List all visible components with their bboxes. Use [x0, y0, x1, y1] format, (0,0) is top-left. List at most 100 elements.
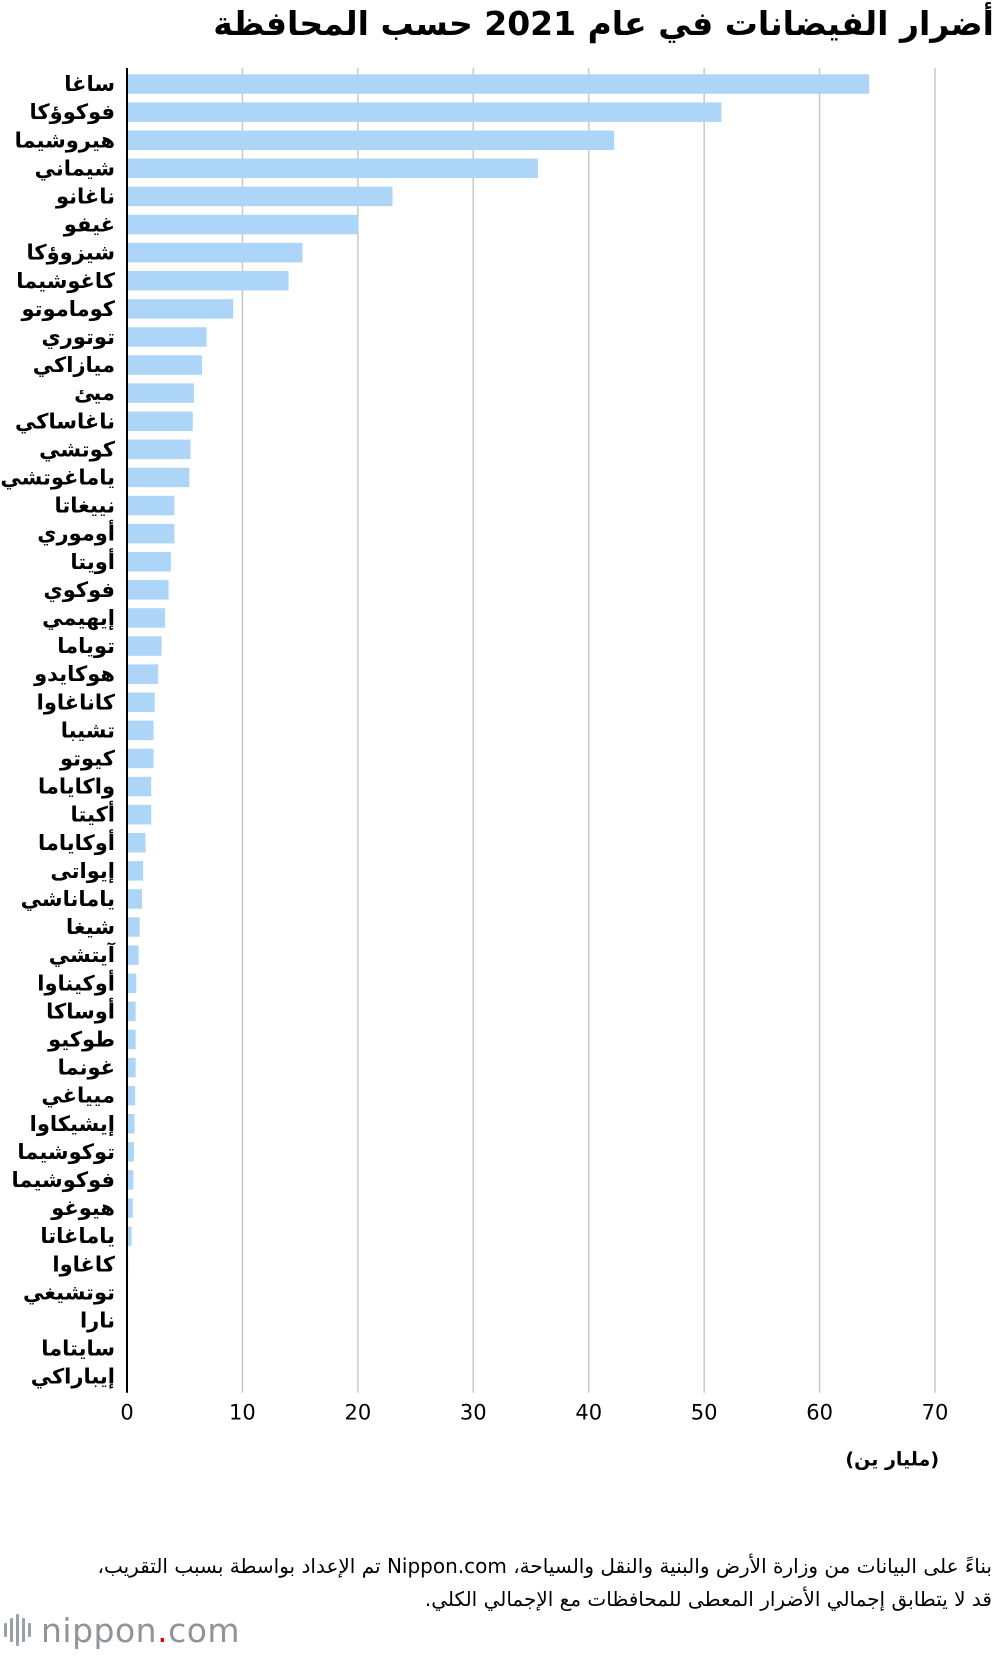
- x-tick-label: 30: [460, 1401, 487, 1425]
- bar: [127, 299, 234, 319]
- category-label: فوكوؤكا: [30, 100, 115, 124]
- category-label: شيغا: [66, 915, 115, 939]
- category-label: توتوري: [42, 325, 115, 350]
- brand-name: nippon.com: [41, 1611, 240, 1650]
- category-label: سايتاما: [41, 1337, 115, 1361]
- bar: [127, 102, 722, 122]
- bar: [127, 580, 169, 600]
- x-tick-label: 70: [922, 1401, 949, 1425]
- bar: [127, 383, 194, 403]
- bar: [127, 130, 615, 150]
- category-label: إيباراكي: [31, 1365, 115, 1389]
- category-label: أوموري: [37, 519, 115, 547]
- bar: [127, 1057, 136, 1078]
- category-label: ساغا: [64, 72, 115, 96]
- category-label: طوكيو: [47, 1027, 115, 1051]
- bar: [127, 748, 154, 769]
- bar: [127, 1001, 136, 1022]
- category-label: أوكيناوا: [37, 968, 115, 995]
- category-labels: ساغا فوكوؤكا هيروشيما شيماني ناغانو غيفو شيزوؤ…: [0, 72, 115, 1389]
- bar: [127, 523, 175, 544]
- category-label: هوكايدو: [33, 662, 115, 686]
- x-tick-label: 10: [229, 1401, 256, 1425]
- bar: [127, 1142, 134, 1162]
- brand-name-tld: com: [168, 1610, 241, 1650]
- category-label: إيواتى: [50, 859, 115, 883]
- category-label: غيفو: [63, 213, 115, 237]
- bar: [127, 1170, 134, 1190]
- x-tick-label: 50: [691, 1401, 718, 1425]
- bar: [127, 214, 358, 235]
- category-label: غونما: [58, 1056, 115, 1080]
- category-label: واكاياما: [38, 775, 115, 799]
- category-label: ناغانو: [55, 184, 115, 208]
- category-label: آيتشي: [49, 942, 116, 967]
- category-label: توكوشيما: [17, 1140, 115, 1164]
- chart-title: أضرار الفيضانات في عام 2021 حسب المحافظة: [213, 4, 994, 43]
- category-label: شيزوؤكا: [27, 241, 116, 265]
- bar: [127, 804, 152, 825]
- x-tick-label: 40: [575, 1401, 602, 1425]
- category-label: شيماني: [35, 156, 115, 180]
- category-label: كاغوشيما: [16, 269, 116, 293]
- category-label: أوكاياما: [38, 828, 115, 855]
- bar: [127, 917, 140, 937]
- bar: [127, 945, 139, 965]
- bar: [127, 242, 303, 263]
- category-label: ياماناشي: [21, 887, 115, 911]
- bar: [127, 692, 155, 712]
- category-label: أويتا: [70, 547, 115, 574]
- category-label: ناغاساكي: [15, 409, 115, 433]
- category-label: ياماغاتا: [40, 1224, 115, 1248]
- bar: [127, 74, 870, 94]
- bar: [127, 467, 190, 488]
- brand-name-main: nippon: [41, 1610, 158, 1650]
- bar: [127, 271, 289, 291]
- category-label: فوكوشيما: [12, 1168, 115, 1192]
- bar: [127, 327, 207, 347]
- category-label: ميئ: [74, 381, 115, 405]
- bar: [127, 158, 538, 179]
- bar: [127, 1198, 133, 1218]
- category-label: ميازاكي: [33, 353, 115, 377]
- gridlines: [241, 68, 936, 1393]
- category-label: فوكوي: [43, 578, 115, 603]
- brand-dot: .: [157, 1610, 169, 1650]
- category-label: كوماموتو: [21, 297, 116, 321]
- bar: [127, 1114, 135, 1134]
- category-label: تشيبا: [61, 718, 115, 742]
- bar: [127, 186, 393, 207]
- bar-chart: ساغا فوكوؤكا هيروشيما شيماني ناغانو غيفو شيزوؤ…: [0, 68, 948, 1471]
- x-axis-ticks: 0 10 20 30 40 50 60 70: [120, 1401, 948, 1425]
- category-label: هيوغو: [50, 1196, 115, 1220]
- bar: [127, 889, 143, 909]
- category-label: ياماغوتشي: [0, 465, 115, 489]
- bar: [127, 833, 146, 853]
- bars: [127, 74, 870, 1303]
- x-tick-label: 20: [344, 1401, 371, 1425]
- bar: [127, 861, 144, 881]
- x-tick-label: 0: [120, 1401, 133, 1425]
- bar: [127, 720, 154, 741]
- nippon-logo: nippon.com: [4, 1610, 240, 1650]
- category-label: ميياغي: [41, 1084, 115, 1108]
- bar: [127, 552, 171, 572]
- logo-mark-icon: [4, 1614, 31, 1646]
- bar: [127, 1085, 136, 1106]
- category-label: توتشيغي: [23, 1280, 115, 1304]
- source-note: بناءً على البيانات من وزارة الأرض والبني…: [97, 1554, 992, 1611]
- bar: [127, 495, 175, 516]
- bar: [127, 1029, 136, 1050]
- x-tick-label: 60: [806, 1401, 833, 1425]
- x-axis-unit-label: (مليار ين): [845, 1449, 939, 1471]
- bar: [127, 608, 166, 628]
- category-label: كوتشي: [39, 437, 116, 461]
- bar: [127, 355, 203, 375]
- bar: [127, 664, 159, 684]
- category-label: هيروشيما: [15, 128, 115, 152]
- category-label: كاغاوا: [52, 1252, 115, 1276]
- bar: [127, 411, 193, 431]
- category-label: نارا: [80, 1308, 115, 1332]
- bar: [127, 636, 162, 656]
- category-label: توياما: [57, 634, 115, 658]
